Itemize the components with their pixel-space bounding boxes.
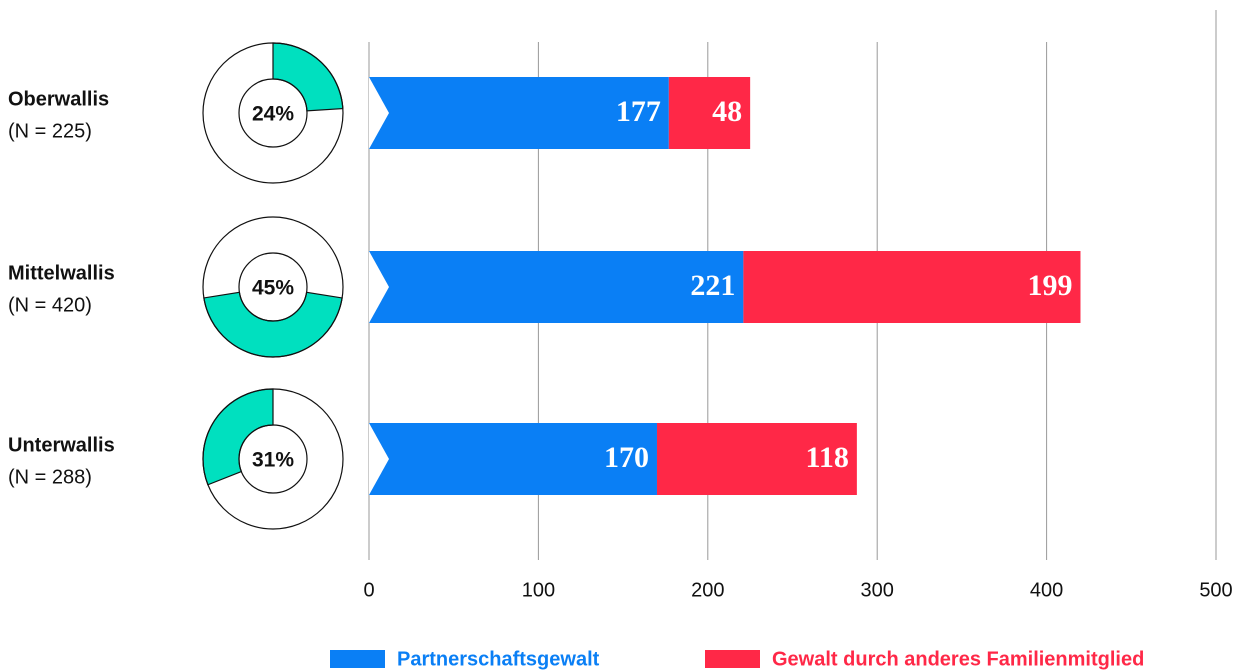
category-label: Mittelwallis: [8, 262, 115, 284]
bar-segment: [369, 251, 744, 323]
data-label: 199: [1027, 269, 1072, 302]
donut-outline: [202, 216, 344, 358]
donut: 31%: [202, 388, 344, 530]
category-note: (N = 225): [8, 120, 92, 142]
data-label: 170: [604, 441, 649, 474]
x-tick-label: 0: [363, 579, 374, 601]
bar-notch: [369, 251, 389, 323]
x-tick-label: 100: [522, 579, 555, 601]
bar-segment: [369, 77, 669, 149]
x-tick-label: 500: [1199, 579, 1232, 601]
donut-outline: [202, 42, 344, 184]
legend-swatch: [705, 650, 760, 668]
x-tick-label: 400: [1030, 579, 1063, 601]
bar-segment: [743, 251, 1081, 323]
donut: 24%: [202, 42, 344, 184]
bar-segment: [369, 423, 657, 495]
donut-label: 31%: [252, 449, 294, 472]
donut-label: 24%: [252, 103, 294, 126]
x-tick-label: 300: [861, 579, 894, 601]
donut-outline: [202, 388, 344, 530]
x-tick-label: 200: [691, 579, 724, 601]
donut-outline: [238, 424, 308, 494]
bar-segment: [656, 423, 857, 495]
data-label: 118: [806, 441, 849, 474]
data-label: 221: [690, 269, 735, 302]
legend-label: Partnerschaftsgewalt: [397, 648, 600, 670]
donut-segment: [203, 291, 343, 358]
donut-label: 45%: [252, 277, 294, 300]
category-label: Unterwallis: [8, 434, 115, 456]
donut-outline: [238, 252, 308, 322]
category-note: (N = 288): [8, 466, 92, 488]
data-label: 48: [712, 95, 742, 128]
donut-outline: [238, 78, 308, 148]
data-label: 177: [616, 95, 661, 128]
donut: 45%: [202, 216, 344, 358]
category-note: (N = 420): [8, 294, 92, 316]
bar-notch: [369, 77, 389, 149]
bar-notch: [369, 423, 389, 495]
bar-segment: [668, 77, 751, 149]
legend-label: Gewalt durch anderes Familienmitglied: [772, 648, 1144, 670]
category-label: Oberwallis: [8, 88, 109, 110]
legend-swatch: [330, 650, 385, 668]
